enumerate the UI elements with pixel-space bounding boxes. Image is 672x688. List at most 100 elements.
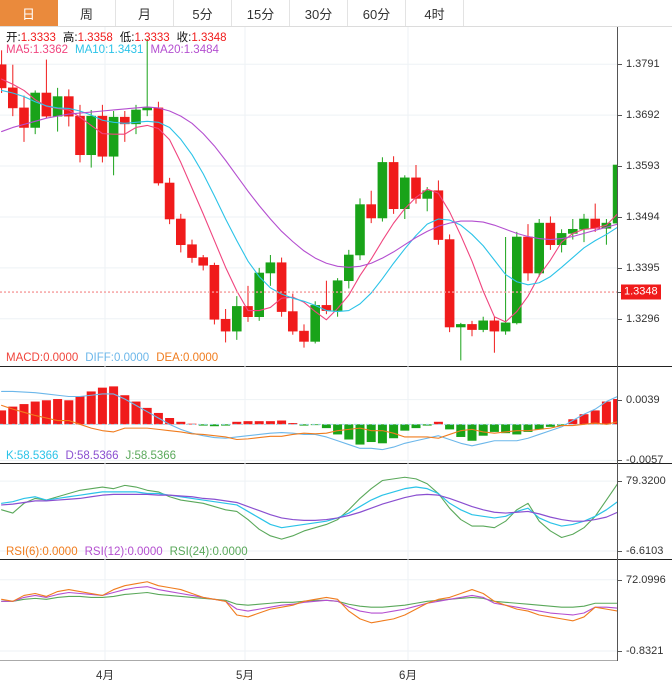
- candle: [523, 224, 533, 281]
- macd-bar: [142, 407, 152, 425]
- candle: [579, 213, 589, 243]
- legend-label: RSI(24):: [169, 546, 213, 558]
- legend-item: MA20:1.3484: [150, 44, 218, 56]
- legend-label: DEA:: [156, 352, 184, 364]
- period-tab-2[interactable]: 月: [116, 0, 174, 26]
- candle: [86, 109, 96, 168]
- macd-bar: [64, 400, 74, 425]
- macd-bar: [355, 424, 365, 445]
- period-tab-label: 4时: [424, 6, 445, 22]
- macd-bar: [53, 399, 63, 425]
- macd-bar: [534, 424, 544, 430]
- legend-label: MA10:: [75, 44, 109, 56]
- candle: [467, 320, 477, 337]
- period-tab-label: 15分: [246, 6, 275, 22]
- candle: [41, 59, 52, 119]
- legend-label: K:: [6, 450, 17, 462]
- period-tab-1[interactable]: 周: [58, 0, 116, 26]
- legend-value: 0.0000: [114, 352, 150, 364]
- macd-bar: [489, 424, 499, 432]
- period-tab-5[interactable]: 30分: [290, 0, 348, 26]
- current-price-label[interactable]: 1.3348: [621, 284, 661, 300]
- macd-bar: [512, 424, 522, 435]
- ohlc-label: 低:: [119, 32, 135, 44]
- candle: [478, 316, 489, 333]
- legend-item: DEA:0.0000: [156, 352, 218, 364]
- chart-canvas: [0, 27, 617, 661]
- candle: [142, 39, 152, 117]
- period-tab-bar: 日 周 月 5分 15分 30分 60分 4时: [0, 0, 672, 27]
- macd-axis-tick: -0.0057: [626, 454, 664, 467]
- period-tab-4[interactable]: 15分: [232, 0, 290, 26]
- macd-bar: [389, 424, 399, 439]
- macd-bar: [232, 421, 242, 425]
- macd-bar: [590, 410, 600, 425]
- axis-tick-mark: [618, 650, 622, 652]
- period-tab-6[interactable]: 60分: [348, 0, 406, 26]
- legend-value: 1.3484: [183, 44, 219, 56]
- legend-label: MACD:: [6, 352, 44, 364]
- series-line: [1, 390, 617, 451]
- macd-bar: [221, 424, 231, 426]
- macd-bar: [265, 421, 275, 425]
- legend-label: MA20:: [150, 44, 184, 56]
- price-axis-tick: 1.3395: [626, 261, 660, 274]
- legend-label: MA5:: [6, 44, 33, 56]
- macd-bar: [411, 424, 421, 429]
- series-line: [1, 591, 617, 608]
- series-line: [1, 581, 617, 624]
- candle: [176, 213, 186, 253]
- kdj-axis-tick: -6.6103: [626, 544, 664, 557]
- axis-tick-mark: [618, 579, 622, 581]
- macd-bar: [109, 386, 119, 425]
- series-line: [1, 476, 617, 540]
- series-line: [1, 404, 617, 441]
- macd-axis-tick: 0.0039: [626, 393, 660, 406]
- macd-bar: [501, 424, 511, 434]
- macd-bar: [131, 401, 141, 425]
- macd-bar: [433, 421, 443, 425]
- legend-item: RSI(24):0.0000: [170, 546, 248, 558]
- date-axis-tick: 4月: [96, 670, 114, 682]
- legend-value: 0.0000: [42, 546, 78, 558]
- kdj-legend: K:58.5366 D:58.5366 J:58.5366: [6, 450, 183, 462]
- candle: [332, 278, 343, 317]
- candle: [287, 293, 298, 335]
- period-tab-label: 60分: [362, 6, 391, 22]
- chart-frame: 开:1.3333 高:1.3358 低:1.3333 收:1.3348 MA5:1.3…: [0, 27, 672, 682]
- macd-bar: [19, 404, 29, 425]
- ohlc-value: 1.3333: [134, 32, 170, 44]
- macd-bar: [277, 420, 287, 425]
- macd-bar: [0, 410, 7, 425]
- legend-item: MACD:0.0000: [6, 352, 78, 364]
- candle: [388, 156, 399, 214]
- candle: [343, 249, 354, 289]
- legend-item: K:58.5366: [6, 450, 58, 462]
- legend-item: MA10:1.3431: [75, 44, 143, 56]
- candle: [511, 231, 522, 325]
- candle: [120, 111, 130, 142]
- ohlc-item: 开:1.3333: [6, 32, 56, 44]
- chart-plot-area[interactable]: 开:1.3333 高:1.3358 低:1.3333 收:1.3348 MA5:1.3…: [0, 27, 617, 661]
- period-tab-7[interactable]: 4时: [406, 0, 464, 26]
- macd-bar: [545, 424, 555, 427]
- macd-bar: [377, 424, 387, 444]
- period-tab-0[interactable]: 日: [0, 0, 58, 26]
- macd-bar: [613, 399, 617, 425]
- legend-label: DIFF:: [85, 352, 114, 364]
- candle: [310, 301, 321, 344]
- series-line: [1, 586, 617, 616]
- candle: [19, 95, 29, 142]
- period-tab-label: 月: [137, 6, 151, 22]
- price-axis-tick: 1.3296: [626, 312, 660, 325]
- price-axis-tick: 1.3791: [626, 58, 660, 71]
- ohlc-label: 高:: [62, 32, 78, 44]
- tab-bar-filler: [464, 0, 672, 26]
- macd-bar: [467, 424, 477, 441]
- legend-label: D:: [65, 450, 77, 462]
- macd-bar: [165, 418, 175, 425]
- candle: [0, 50, 7, 93]
- period-tab-3[interactable]: 5分: [174, 0, 232, 26]
- legend-value: 1.3431: [108, 44, 144, 56]
- macd-bar: [601, 401, 611, 425]
